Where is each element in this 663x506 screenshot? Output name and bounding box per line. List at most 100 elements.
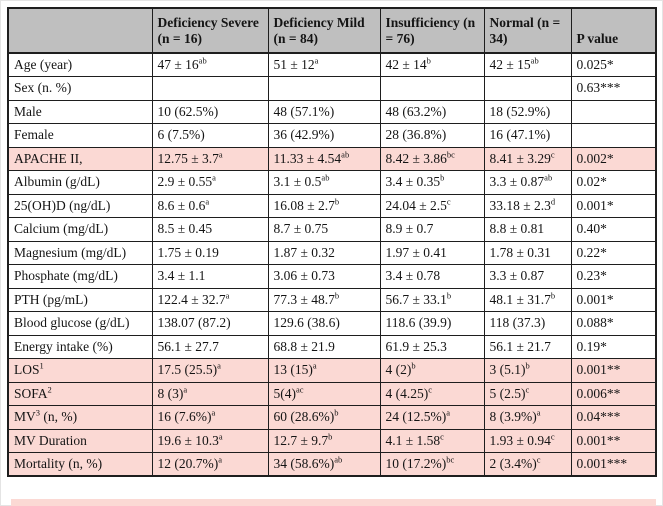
row-label: Age (year) xyxy=(7,52,153,77)
table-cell: 12 (20.7%)a xyxy=(151,452,269,477)
cell-superscript: b xyxy=(525,360,530,371)
cell-text: 0.002* xyxy=(576,150,614,166)
table-cell: 0.001** xyxy=(570,358,657,383)
table-cell: 3 (5.1)b xyxy=(483,358,572,383)
table-cell: 3.4 ± 1.1 xyxy=(151,264,269,289)
column-header: Deficiency Mild (n = 84) xyxy=(267,7,381,54)
cell-text: 12 (20.7%) xyxy=(157,456,219,472)
table-cell: 0.63*** xyxy=(570,76,657,101)
cell-text: 0.001** xyxy=(576,432,621,448)
cell-text: 33.18 ± 2.3 xyxy=(489,197,551,213)
table-cell: 8 (3.9%)a xyxy=(483,405,572,430)
cell-text: 1.97 ± 0.41 xyxy=(385,244,447,260)
column-header: P value xyxy=(570,7,657,54)
cell-superscript: c xyxy=(446,196,451,207)
table-cell xyxy=(570,99,657,124)
cell-text: 0.40* xyxy=(576,221,607,237)
cell-text: 3.1 ± 0.5 xyxy=(273,174,322,190)
cell-superscript: ab xyxy=(530,55,539,66)
row-label: Female xyxy=(7,123,153,148)
table-cell: 0.001** xyxy=(570,428,657,453)
cell-text: MV Duration xyxy=(14,432,87,448)
cell-text: 0.04*** xyxy=(576,409,621,425)
cell-superscript: a xyxy=(217,360,221,371)
cell-superscript: d xyxy=(550,196,556,207)
cell-superscript: a xyxy=(218,431,223,442)
cell-text: SOFA xyxy=(14,385,48,401)
cell-text: 1.93 ± 0.94 xyxy=(489,432,551,448)
cell-text: 3.4 ± 0.35 xyxy=(385,174,441,190)
table-cell xyxy=(267,76,381,101)
cell-text: 8.8 ± 0.81 xyxy=(489,221,545,237)
table-row: Female 6 (7.5%) 36 (42.9%) 28 (36.8%) 16 (47… xyxy=(7,123,657,148)
row-label: MV3 (n, %) xyxy=(7,405,153,430)
table-row: Magnesium (mg/dL) 1.75 ± 0.19 1.87 ± 0.32 1… xyxy=(7,240,657,265)
table-row: Albumin (g/dL) 2.9 ± 0.55a 3.1 ± 0.5ab 3.4 … xyxy=(7,170,657,195)
table-row: Mortality (n, %) 12 (20.7%)a 34 (58.6%)ab 1… xyxy=(7,452,657,477)
table-cell: 3.3 ± 0.87ab xyxy=(483,170,572,195)
cell-text: 0.19* xyxy=(576,338,607,354)
cell-text: 8.41 ± 3.29 xyxy=(489,150,551,166)
table-cell: 3.3 ± 0.87 xyxy=(483,264,572,289)
cell-superscript: a xyxy=(205,196,210,207)
cell-text: 0.63*** xyxy=(576,80,621,96)
table-row: MV Duration 19.6 ± 10.3a 12.7 ± 9.7b 4.1 ± … xyxy=(7,428,657,453)
cell-text: 28 (36.8%) xyxy=(385,127,447,143)
cell-text: 4 (4.25) xyxy=(385,385,429,401)
table-cell: 0.088* xyxy=(570,311,657,336)
cell-text: 1.75 ± 0.19 xyxy=(157,244,219,260)
cell-text: 48.1 ± 31.7 xyxy=(489,291,551,307)
table-row: Energy intake (%) 56.1 ± 27.7 68.8 ± 21.9 6… xyxy=(7,334,657,359)
cell-superscript: c xyxy=(550,431,555,442)
row-label: LOS1 xyxy=(7,358,153,383)
cell-text: MV xyxy=(14,409,36,425)
cell-superscript: b xyxy=(411,360,416,371)
table-cell: 0.04*** xyxy=(570,405,657,430)
table-cell: 42 ± 15ab xyxy=(483,52,572,77)
table-cell: 12.7 ± 9.7b xyxy=(267,428,381,453)
table-cell: 8.41 ± 3.29c xyxy=(483,146,572,171)
highlight-strip xyxy=(11,499,656,506)
table-cell: 0.002* xyxy=(570,146,657,171)
row-label: Magnesium (mg/dL) xyxy=(7,240,153,265)
row-label: Mortality (n, %) xyxy=(7,452,153,477)
cell-superscript: ab xyxy=(341,149,350,160)
cell-text: Female xyxy=(14,127,54,143)
cell-text: 60 (28.6%) xyxy=(273,409,335,425)
cell-text: 4 (2) xyxy=(385,362,412,378)
column-header: Deficiency Severe (n = 16) xyxy=(151,7,269,54)
row-label: 25(OH)D (ng/dL) xyxy=(7,193,153,218)
column-header: Normal (n = 34) xyxy=(483,7,572,54)
cell-text: 0.001* xyxy=(576,291,614,307)
cell-text: 77.3 ± 48.7 xyxy=(273,291,335,307)
cell-superscript: a xyxy=(212,172,216,183)
table-cell: 48 (63.2%) xyxy=(379,99,485,124)
table-row: Sex (n. %) 0.63*** xyxy=(7,76,657,101)
cell-superscript: 3 xyxy=(35,407,41,418)
cell-text: Blood glucose (g/dL) xyxy=(14,315,130,331)
cell-text: 8.7 ± 0.75 xyxy=(273,221,329,237)
table-cell xyxy=(483,76,572,101)
cell-text: 4.1 ± 1.58 xyxy=(385,432,441,448)
table-row: MV3 (n, %) 16 (7.6%)a 60 (28.6%)b 24 (12.5%… xyxy=(7,405,657,430)
table-cell: 16.08 ± 2.7b xyxy=(267,193,381,218)
row-label: Albumin (g/dL) xyxy=(7,170,153,195)
cell-text: 34 (58.6%) xyxy=(273,456,335,472)
cell-text: 118.6 (39.9) xyxy=(385,315,452,331)
table-cell: 0.025* xyxy=(570,52,657,77)
cell-text: 0.22* xyxy=(576,244,607,260)
table-cell: 8.9 ± 0.7 xyxy=(379,217,485,242)
table-cell: 8.5 ± 0.45 xyxy=(151,217,269,242)
table-cell: 60 (28.6%)b xyxy=(267,405,381,430)
table-cell: 19.6 ± 10.3a xyxy=(151,428,269,453)
table-row: Age (year) 47 ± 16ab 51 ± 12a 42 ± 14b 42 ± … xyxy=(7,52,657,77)
table-cell: 47 ± 16ab xyxy=(151,52,269,77)
cell-text: 129.6 (38.6) xyxy=(273,315,340,331)
cell-superscript: c xyxy=(428,384,433,395)
table-cell: 28 (36.8%) xyxy=(379,123,485,148)
table-cell: 1.93 ± 0.94c xyxy=(483,428,572,453)
cell-superscript: ab xyxy=(334,454,343,465)
row-label: PTH (pg/mL) xyxy=(7,287,153,312)
cell-text: 2.9 ± 0.55 xyxy=(157,174,213,190)
